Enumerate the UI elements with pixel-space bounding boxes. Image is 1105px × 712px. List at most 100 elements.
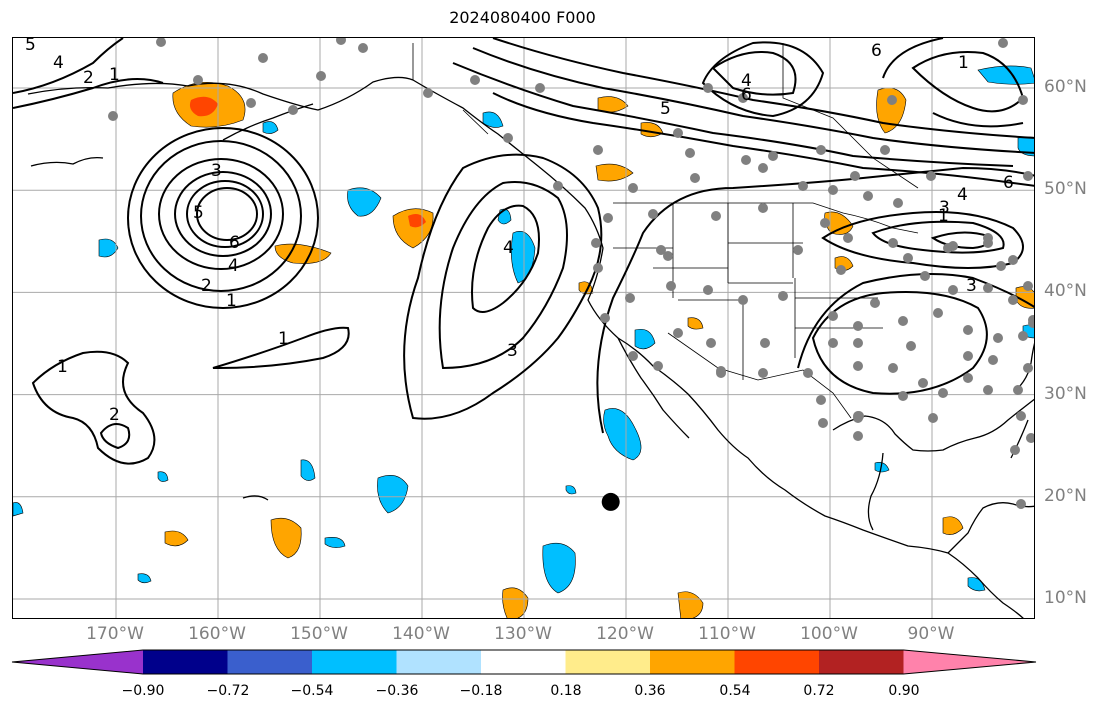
lon-label: 140°W <box>392 624 450 644</box>
lat-label: 60°N <box>1044 77 1087 97</box>
negative-anomaly-area <box>603 408 642 461</box>
contour-label: 1 <box>57 357 68 377</box>
contour-label: 5 <box>25 38 36 55</box>
colorbar-segment <box>819 650 904 674</box>
negative-anomaly-area <box>13 502 24 517</box>
negative-anomaly-area <box>634 329 656 350</box>
positive-anomaly-area <box>677 591 704 618</box>
colorbar-tick-label: −0.54 <box>290 683 334 699</box>
negative-anomaly-area <box>565 485 577 495</box>
colorbar-segment <box>396 650 482 674</box>
contour-label: 1 <box>938 206 949 226</box>
colorbar-segment <box>143 650 228 674</box>
contour-label: 4 <box>228 256 239 276</box>
negative-anomaly-area <box>347 187 382 217</box>
colorbar <box>11 649 1037 675</box>
lon-label: 100°W <box>800 624 858 644</box>
contour-label: 3 <box>211 161 222 181</box>
contour-label: 2 <box>201 276 212 296</box>
colorbar-segment <box>481 650 566 674</box>
contour-label: 4 <box>53 53 64 73</box>
contour-label: 3 <box>507 341 518 361</box>
lat-label: 40°N <box>1044 281 1087 301</box>
map-title: 2024080400 F000 <box>449 8 596 27</box>
colorbar-tick-label: −0.18 <box>459 683 503 699</box>
positive-anomaly-area <box>274 243 332 264</box>
negative-anomaly-area <box>324 537 346 548</box>
positive-anomaly-area <box>270 517 302 559</box>
colorbar-segment <box>227 650 313 674</box>
negative-anomaly-area <box>262 121 279 134</box>
contour-label: 3 <box>939 198 950 218</box>
positive-anomaly-area <box>640 122 664 138</box>
position-marker <box>601 492 620 511</box>
contour-label: 1 <box>109 65 120 85</box>
lon-label: 90°W <box>907 624 955 644</box>
contour-label: 4 <box>741 71 752 91</box>
negative-anomaly-area <box>137 573 152 584</box>
negative-anomaly-area <box>967 577 986 592</box>
colorbar-tick-label: −0.90 <box>121 683 165 699</box>
negative-anomaly-area <box>977 65 1034 85</box>
strong-anomaly-area <box>189 96 218 117</box>
anomaly-shading <box>13 65 1034 618</box>
negative-anomaly-area <box>497 208 512 225</box>
lon-label: 130°W <box>494 624 552 644</box>
positive-anomaly-area <box>942 516 964 535</box>
map-canvas: 5 4 2 1 3 5 6 4 2 1 1 1 2 4 3 5 4 6 6 1 … <box>13 38 1034 618</box>
negative-anomaly-area <box>482 111 504 128</box>
contour-label: 2 <box>109 405 120 425</box>
contour-label: 1 <box>226 291 237 311</box>
lat-lon-grid <box>13 38 1034 618</box>
contour-label: 1 <box>278 329 289 349</box>
contour-label-group: 5 4 2 1 3 5 6 4 2 1 1 1 2 4 3 5 4 6 6 1 … <box>25 38 1014 425</box>
colorbar-tick-label: 0.90 <box>888 683 920 699</box>
colorbar-segment <box>312 650 397 674</box>
colorbar-segment <box>565 650 651 674</box>
lon-label: 110°W <box>698 624 756 644</box>
colorbar-outline <box>11 649 1037 675</box>
negative-anomaly-area <box>377 475 409 514</box>
contour-label: 4 <box>503 238 514 258</box>
colorbar-extend-high <box>903 650 1036 674</box>
contour-label: 5 <box>193 203 204 223</box>
contour-label: 6 <box>1003 173 1014 193</box>
negative-anomaly-area <box>874 462 890 473</box>
negative-anomaly-area <box>542 542 576 594</box>
lat-label: 50°N <box>1044 179 1087 199</box>
colorbar-segment <box>650 650 735 674</box>
negative-anomaly-area <box>511 231 536 284</box>
contour-lines <box>13 38 1034 465</box>
lon-label: 120°W <box>596 624 654 644</box>
colorbar-tick-label: 0.54 <box>719 683 751 699</box>
negative-anomaly-area <box>98 238 119 258</box>
positive-anomaly-area <box>502 587 529 618</box>
contour-label: 6 <box>741 85 752 105</box>
positive-anomaly-area <box>595 163 634 182</box>
lon-label: 160°W <box>188 624 246 644</box>
lat-label: 30°N <box>1044 384 1087 404</box>
contour-label: 2 <box>83 68 94 88</box>
lat-label: 10°N <box>1044 588 1087 608</box>
contour-label: 3 <box>966 276 977 296</box>
contour-label: 6 <box>871 41 882 61</box>
coastlines <box>27 76 1034 618</box>
colorbar-tick-label: 0.72 <box>803 683 835 699</box>
station-markers <box>108 38 1034 509</box>
colorbar-tick-label: 0.36 <box>634 683 666 699</box>
colorbar-tick-label: −0.72 <box>206 683 250 699</box>
contour-label: 5 <box>660 99 671 119</box>
colorbar-segment <box>734 650 820 674</box>
lon-label: 150°W <box>290 624 348 644</box>
map-frame: 5 4 2 1 3 5 6 4 2 1 1 1 2 4 3 5 4 6 6 1 … <box>12 37 1035 619</box>
colorbar-extend-low <box>12 650 143 674</box>
lon-label: 170°W <box>86 624 144 644</box>
contour-label: 4 <box>957 185 968 205</box>
colorbar-tick-label: −0.36 <box>375 683 419 699</box>
lat-label: 20°N <box>1044 486 1087 506</box>
colorbar-tick-label: 0.18 <box>550 683 582 699</box>
negative-anomaly-area <box>300 459 316 481</box>
positive-anomaly-area <box>687 317 704 330</box>
positive-anomaly-area <box>876 87 907 134</box>
contour-label: 6 <box>229 233 240 253</box>
